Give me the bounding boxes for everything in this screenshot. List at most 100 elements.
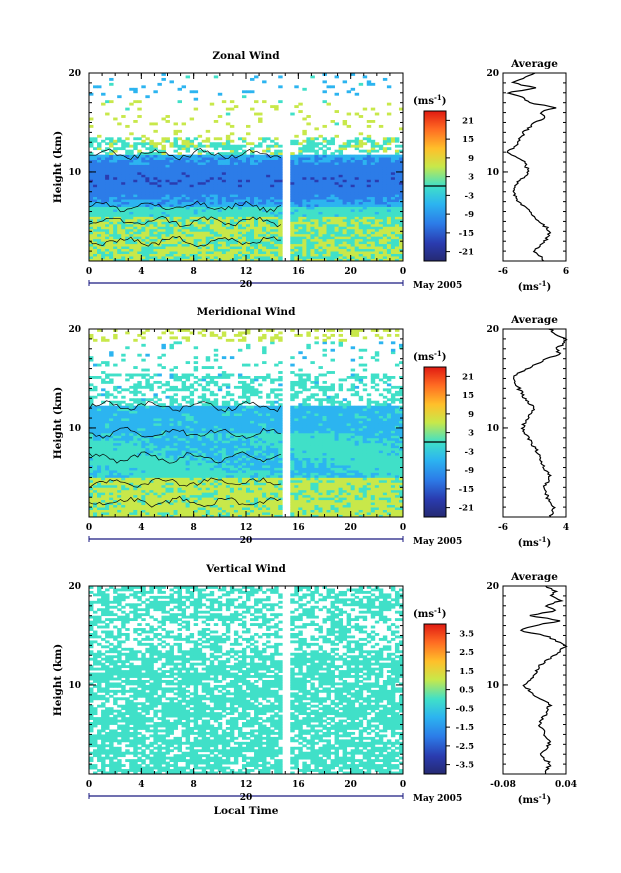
heatmap-cell	[189, 194, 195, 198]
heatmap-cell	[205, 216, 211, 220]
heatmap-cell	[193, 246, 199, 250]
heatmap-cell	[233, 194, 239, 198]
heatmap-cell	[346, 199, 352, 203]
heatmap-cell	[358, 209, 364, 212]
heatmap-cell	[306, 115, 311, 118]
heatmap-cell	[201, 179, 207, 183]
heatmap-cell	[278, 258, 283, 262]
heatmap-cell	[366, 120, 372, 123]
heatmap-cell	[302, 184, 307, 188]
heatmap-cell	[278, 241, 283, 245]
heatmap-cell	[270, 157, 275, 160]
heatmap-cell	[370, 251, 376, 254]
heatmap-cell	[93, 233, 98, 237]
heatmap-cell	[378, 216, 384, 220]
heatmap-cell	[153, 211, 158, 215]
heatmap-cell	[157, 186, 162, 190]
heatmap-cell	[141, 169, 146, 173]
heatmap-cell	[382, 223, 388, 227]
heatmap-cell	[326, 139, 331, 143]
heatmap-cell	[169, 211, 174, 215]
heatmap-cell	[197, 223, 203, 227]
heatmap-cell	[338, 191, 344, 195]
heatmap-cell	[362, 176, 368, 180]
heatmap-cell	[274, 248, 279, 252]
heatmap-cell	[97, 218, 102, 222]
heatmap-cell	[165, 484, 170, 488]
heatmap-cell	[157, 430, 162, 434]
heatmap-cell	[193, 199, 199, 203]
heatmap-cell	[398, 204, 404, 207]
heatmap-cell	[109, 351, 114, 355]
heatmap-cell	[157, 152, 162, 156]
heatmap-cell	[149, 479, 154, 483]
heatmap-cell	[306, 233, 311, 237]
heatmap-cell	[109, 440, 114, 444]
heatmap-cell	[89, 460, 94, 463]
heatmap-cell	[113, 499, 118, 503]
heatmap-cell	[217, 162, 223, 165]
heatmap-cell	[125, 489, 130, 493]
heatmap-cell	[149, 223, 154, 227]
heatmap-cell	[145, 228, 150, 232]
heatmap-cell	[306, 214, 311, 217]
heatmap-cell	[310, 176, 315, 180]
profile-frame	[502, 72, 567, 262]
heatmap-cell	[346, 248, 352, 252]
heatmap-cell	[165, 457, 170, 461]
heatmap-cell	[93, 248, 98, 252]
heatmap-cell	[125, 405, 130, 409]
heatmap-cell	[157, 241, 162, 245]
heatmap-cell	[93, 204, 98, 207]
heatmap-cell	[370, 221, 376, 225]
heatmap-cell	[169, 233, 174, 237]
heatmap-cell	[330, 181, 335, 185]
heatmap-cell	[334, 201, 339, 205]
heatmap-cell	[366, 191, 372, 195]
heatmap-cell	[105, 157, 110, 160]
heatmap-cell	[177, 251, 182, 254]
heatmap-cell	[153, 405, 158, 409]
heatmap-cell	[169, 499, 174, 503]
heatmap-cell	[225, 181, 231, 185]
heatmap-cell	[153, 467, 158, 471]
heatmap-cell	[201, 174, 207, 178]
heatmap-cell	[302, 228, 307, 232]
heatmap-cell	[181, 243, 187, 247]
heatmap-cell	[109, 236, 114, 240]
heatmap-cell	[298, 147, 303, 151]
heatmap-cell	[290, 201, 295, 205]
heatmap-cell	[169, 223, 174, 227]
heatmap-cell	[145, 499, 150, 503]
heatmap-cell	[141, 437, 146, 441]
heatmap-cell	[133, 251, 138, 254]
heatmap-cell	[145, 176, 150, 180]
heatmap-cell	[133, 199, 138, 203]
heatmap-cell	[326, 196, 331, 200]
heatmap-cell	[358, 179, 364, 183]
heatmap-cell	[165, 477, 170, 481]
heatmap-cell	[209, 154, 215, 158]
heatmap-cell	[129, 497, 134, 501]
heatmap-cell	[105, 191, 110, 195]
heatmap-cell	[382, 256, 388, 259]
heatmap-cell	[137, 179, 142, 183]
heatmap-cell	[157, 194, 162, 198]
heatmap-cell	[121, 455, 126, 459]
heatmap-cell	[137, 470, 142, 473]
heatmap-cell	[310, 228, 315, 232]
heatmap-cell	[382, 181, 388, 185]
heatmap-cell	[193, 174, 199, 178]
heatmap-cell	[153, 408, 158, 412]
heatmap-cell	[133, 162, 138, 165]
heatmap-cell	[89, 231, 94, 235]
heatmap-cell	[97, 258, 102, 262]
heatmap-cell	[101, 455, 106, 459]
heatmap-cell	[133, 504, 138, 508]
heatmap-cell	[370, 159, 376, 163]
heatmap-cell	[338, 231, 344, 235]
heatmap-cell	[298, 174, 303, 178]
heatmap-cell	[358, 218, 364, 222]
heatmap-cell	[362, 162, 368, 165]
heatmap-cell	[221, 189, 227, 193]
